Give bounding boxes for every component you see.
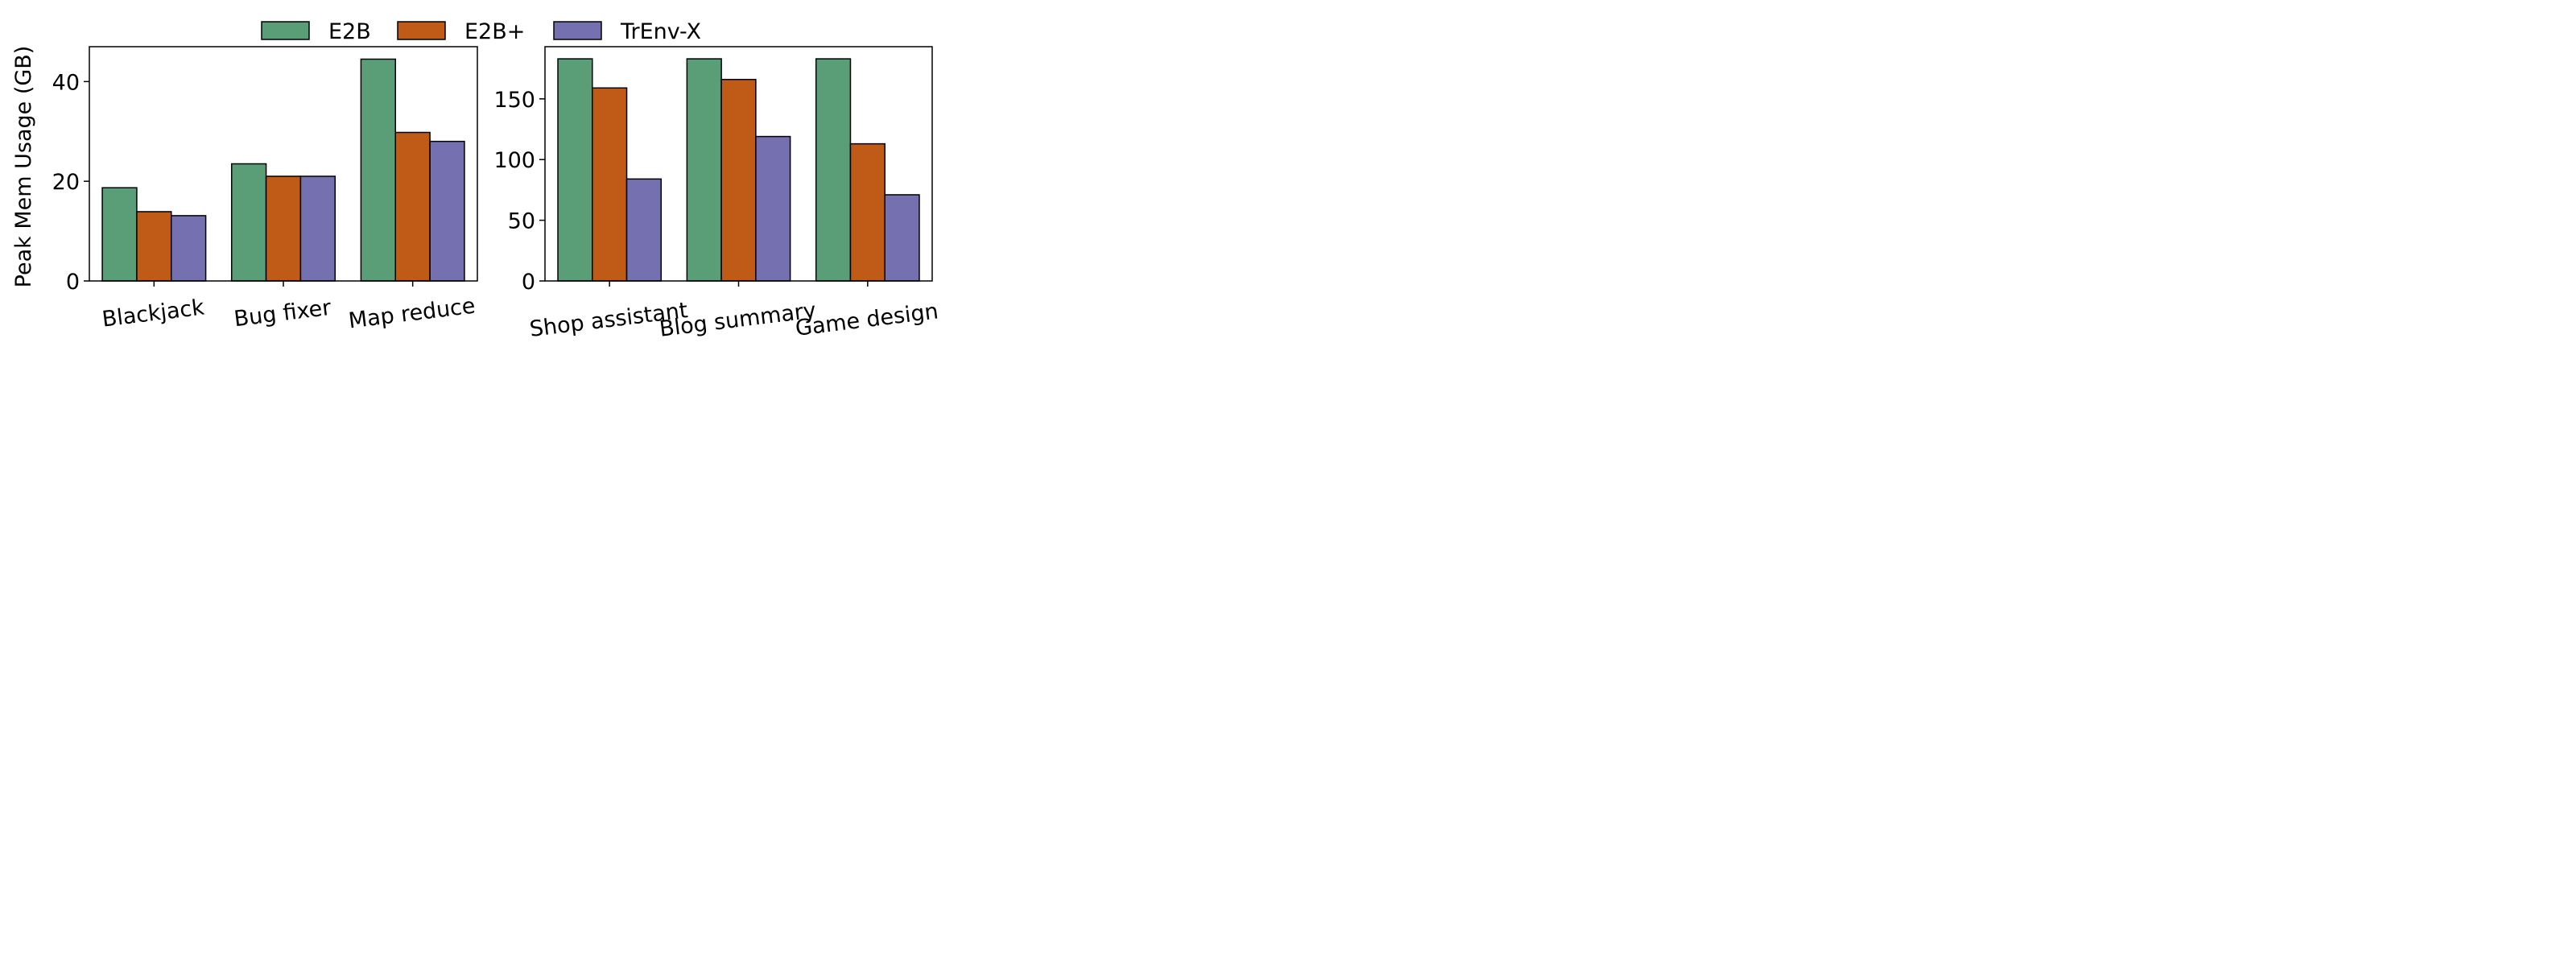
bar-game-design-e2b: [849, 142, 886, 282]
bar-shop-assistant-trenv-x: [625, 178, 663, 282]
bar-shop-assistant-e2b: [592, 87, 628, 282]
y-tick-label: 20: [52, 170, 80, 195]
y-tick-label: 0: [66, 270, 80, 295]
bar-blackjack-trenv-x: [171, 215, 207, 282]
bar-shop-assistant-e2b: [557, 58, 593, 282]
bar-blog-summary-e2b: [720, 78, 757, 282]
grouped-bar-chart-figure: E2B E2B+ TrEnv-X Peak Mem Usage (GB) Black…: [11, 19, 939, 342]
plot-frame: [544, 46, 933, 282]
x-tick-label-bug-fixer: Bug fixer: [233, 295, 333, 332]
bar-map-reduce-e2b: [394, 131, 431, 282]
x-tick-label-map-reduce: Map reduce: [347, 294, 477, 334]
y-tick-label: 100: [493, 148, 535, 173]
bar-blog-summary-trenv-x: [755, 135, 791, 282]
bar-game-design-e2b: [815, 58, 852, 282]
bar-blackjack-e2b: [101, 187, 138, 282]
bar-blog-summary-e2b: [686, 58, 722, 282]
y-tick-label: 50: [508, 209, 535, 234]
y-axis-title-left: Peak Mem Usage (GB): [11, 46, 36, 288]
y-tick-label: 0: [522, 270, 535, 295]
bar-bug-fixer-e2b: [265, 175, 302, 282]
bar-game-design-trenv-x: [884, 194, 920, 282]
legend-swatch-e2b: [397, 21, 446, 40]
legend-label-e2b: E2B: [328, 19, 371, 44]
left-chart-panel: Blackjack Bug fixer Map reduce 0 20 40: [52, 46, 478, 334]
bar-map-reduce-e2b: [360, 58, 396, 282]
y-tick-label: 150: [493, 88, 535, 113]
legend-label-e2b: E2B+: [464, 19, 525, 44]
legend: E2B E2B+ TrEnv-X: [261, 19, 701, 44]
legend-swatch-trenv-x: [553, 21, 602, 40]
bar-bug-fixer-trenv-x: [299, 175, 336, 282]
bar-bug-fixer-e2b: [230, 163, 267, 282]
bar-map-reduce-trenv-x: [429, 140, 465, 282]
x-tick-label-game-design: Game design: [794, 299, 939, 341]
y-tick-label: 40: [52, 70, 80, 95]
plot-frame: [89, 46, 478, 282]
x-tick-label-blackjack: Blackjack: [101, 295, 206, 332]
bar-blackjack-e2b: [136, 211, 172, 282]
legend-label-trenv-x: TrEnv-X: [620, 19, 701, 44]
legend-swatch-e2b: [261, 21, 310, 40]
